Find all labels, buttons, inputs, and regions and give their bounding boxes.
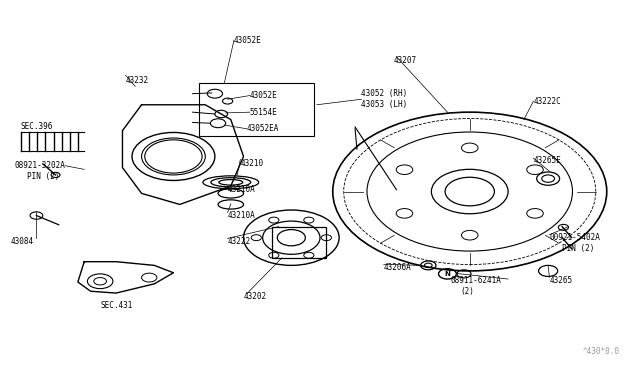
Text: 43222: 43222 bbox=[228, 237, 251, 246]
Text: 08921-3202A: 08921-3202A bbox=[14, 161, 65, 170]
Text: PIN (2): PIN (2) bbox=[27, 172, 60, 181]
Bar bbox=[272, 227, 326, 258]
Text: 43202: 43202 bbox=[244, 292, 267, 301]
Text: SEC.396: SEC.396 bbox=[20, 122, 53, 131]
Text: 43052EA: 43052EA bbox=[246, 124, 279, 133]
Text: 43052E: 43052E bbox=[250, 91, 278, 100]
Text: 00921-5402A: 00921-5402A bbox=[549, 233, 600, 242]
Text: 43053 (LH): 43053 (LH) bbox=[362, 100, 408, 109]
Text: ^430*0.0: ^430*0.0 bbox=[582, 347, 620, 356]
Text: 43052 (RH): 43052 (RH) bbox=[362, 89, 408, 98]
Text: 43207: 43207 bbox=[394, 56, 417, 65]
Text: 43210A: 43210A bbox=[228, 185, 255, 194]
Text: N: N bbox=[445, 271, 451, 277]
Text: 43052E: 43052E bbox=[234, 36, 262, 45]
Text: 43222C: 43222C bbox=[534, 97, 561, 106]
Text: 43210: 43210 bbox=[241, 159, 264, 169]
Text: (2): (2) bbox=[460, 287, 474, 296]
Text: SEC.431: SEC.431 bbox=[100, 301, 132, 311]
Text: 55154E: 55154E bbox=[250, 108, 278, 117]
Text: PIN (2): PIN (2) bbox=[562, 244, 595, 253]
Text: 43084: 43084 bbox=[11, 237, 34, 246]
Text: 43206A: 43206A bbox=[384, 263, 412, 272]
Text: 43210A: 43210A bbox=[228, 211, 255, 220]
Text: 08911-6241A: 08911-6241A bbox=[451, 276, 502, 285]
Text: 43265: 43265 bbox=[549, 276, 573, 285]
Bar bbox=[199, 83, 314, 136]
Text: 43265E: 43265E bbox=[534, 155, 561, 165]
Text: 43232: 43232 bbox=[125, 76, 148, 85]
